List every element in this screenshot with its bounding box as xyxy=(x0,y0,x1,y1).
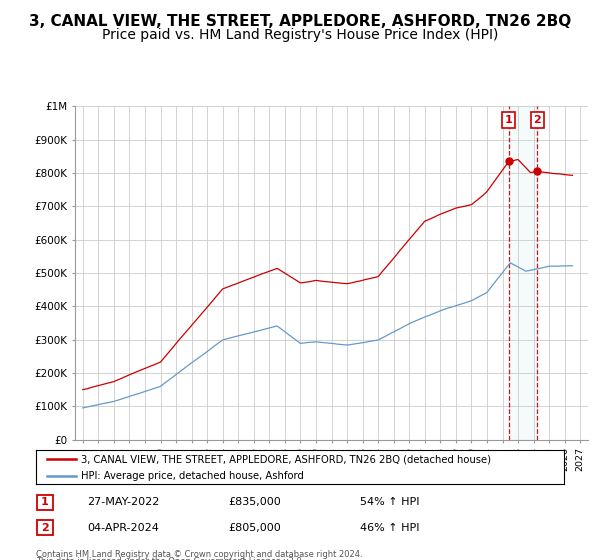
Text: This data is licensed under the Open Government Licence v3.0.: This data is licensed under the Open Gov… xyxy=(36,557,304,560)
Text: 1: 1 xyxy=(41,497,49,507)
Text: 54% ↑ HPI: 54% ↑ HPI xyxy=(360,497,419,507)
Text: 04-APR-2024: 04-APR-2024 xyxy=(87,522,159,533)
Text: 2: 2 xyxy=(533,115,541,125)
Bar xyxy=(509,106,538,440)
Text: 1: 1 xyxy=(505,115,512,125)
Text: 27-MAY-2022: 27-MAY-2022 xyxy=(87,497,160,507)
Text: 2: 2 xyxy=(41,522,49,533)
Text: Contains HM Land Registry data © Crown copyright and database right 2024.: Contains HM Land Registry data © Crown c… xyxy=(36,550,362,559)
Text: Price paid vs. HM Land Registry's House Price Index (HPI): Price paid vs. HM Land Registry's House … xyxy=(102,28,498,42)
Text: HPI: Average price, detached house, Ashford: HPI: Average price, detached house, Ashf… xyxy=(81,471,304,480)
Text: 46% ↑ HPI: 46% ↑ HPI xyxy=(360,522,419,533)
Text: 3, CANAL VIEW, THE STREET, APPLEDORE, ASHFORD, TN26 2BQ: 3, CANAL VIEW, THE STREET, APPLEDORE, AS… xyxy=(29,14,571,29)
Text: 3, CANAL VIEW, THE STREET, APPLEDORE, ASHFORD, TN26 2BQ (detached house): 3, CANAL VIEW, THE STREET, APPLEDORE, AS… xyxy=(81,454,491,464)
Text: £835,000: £835,000 xyxy=(228,497,281,507)
Text: £805,000: £805,000 xyxy=(228,522,281,533)
